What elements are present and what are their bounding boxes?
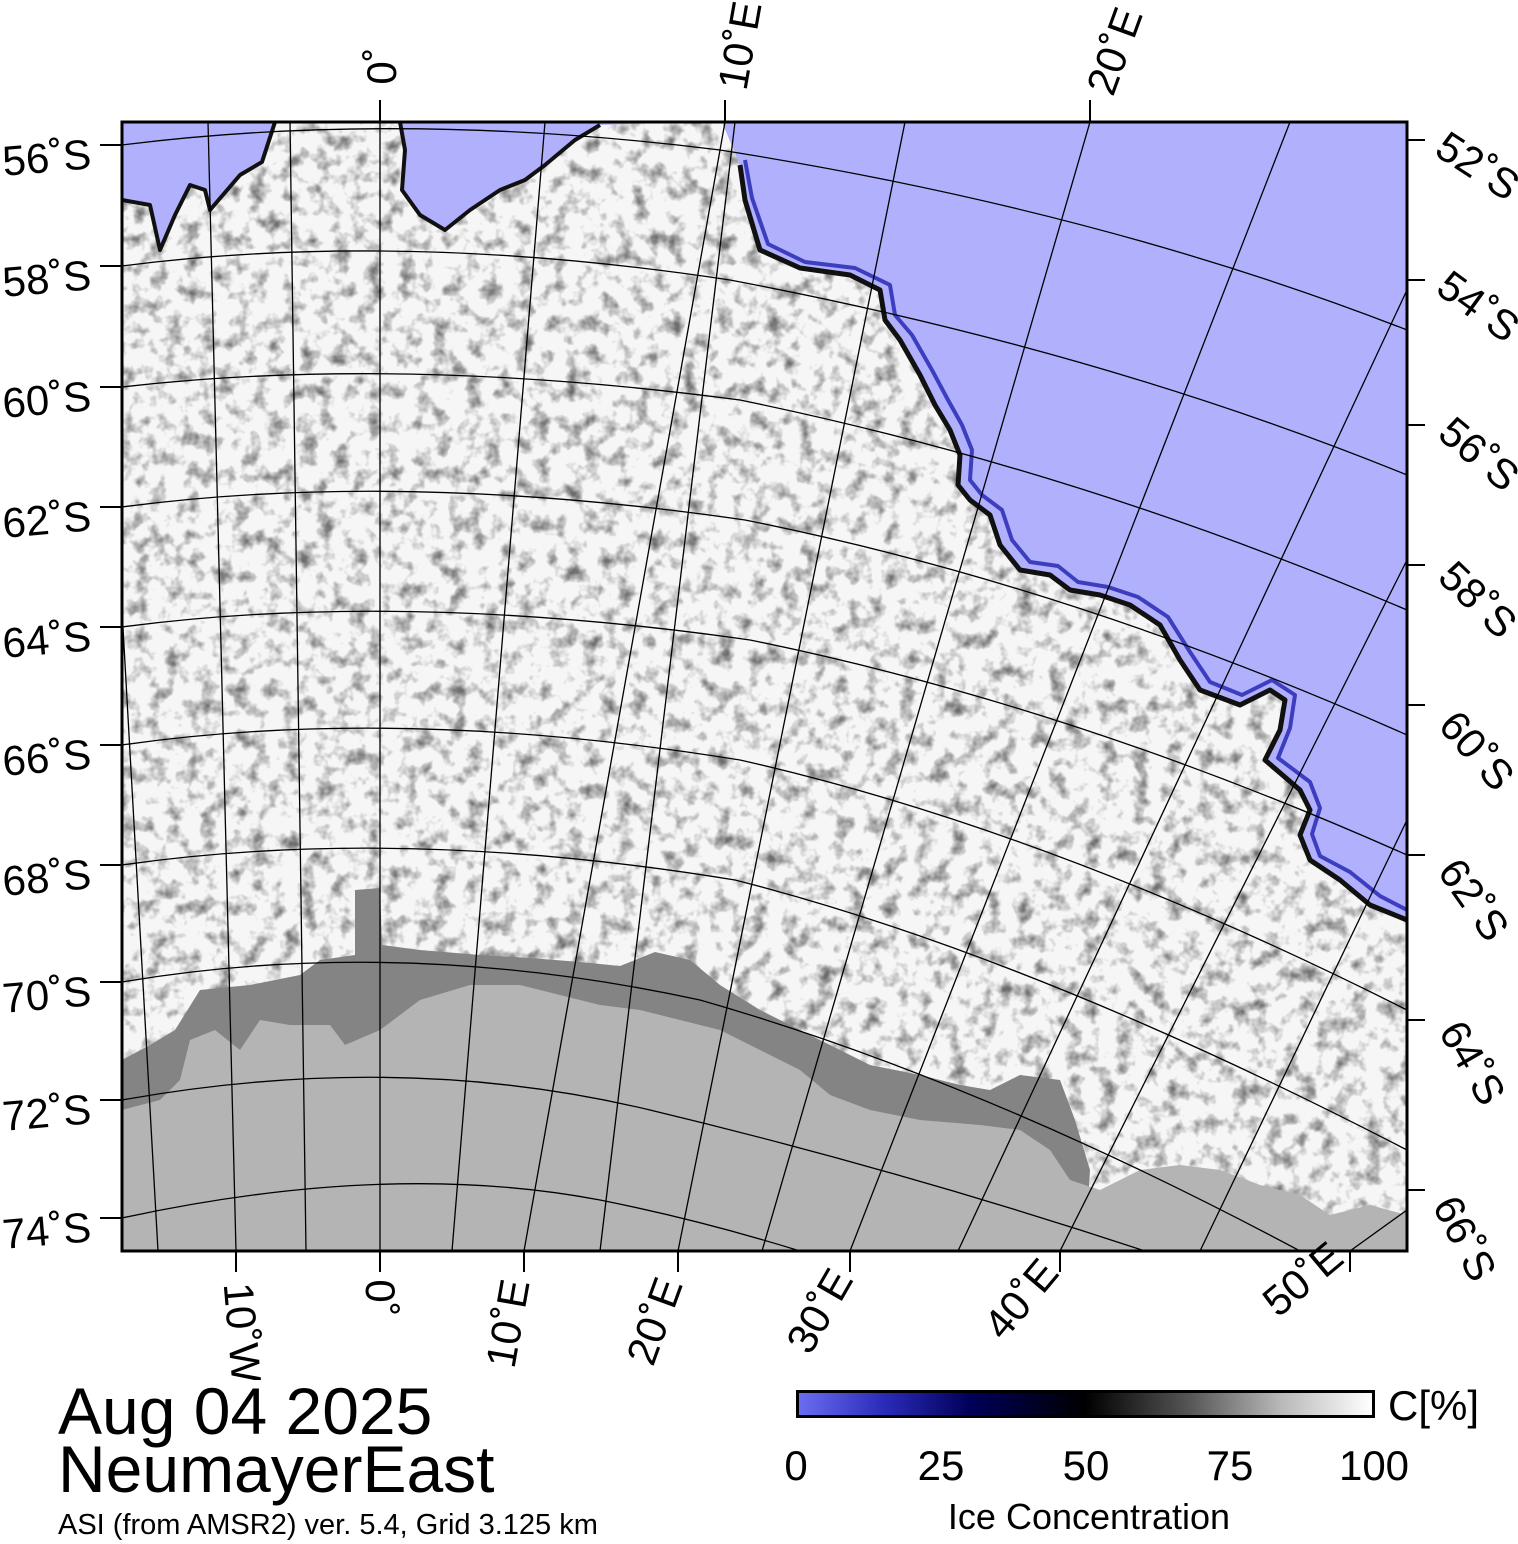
lat-label-left: 60˚S: [0, 372, 92, 427]
lat-label-right: 66˚S: [1424, 1188, 1506, 1288]
lat-label-right: 52˚S: [1428, 122, 1518, 210]
lat-label-left: 62˚S: [0, 492, 92, 547]
lon-labels-bottom: 10˚W 0˚ 10˚E 20˚E 30˚E 40˚E 50˚E: [215, 1232, 1352, 1380]
lon-label-bottom: 10˚E: [477, 1276, 539, 1372]
lat-label-left: 56˚S: [0, 130, 92, 185]
lat-label-right: 56˚S: [1430, 407, 1518, 500]
lat-label-left: 72˚S: [0, 1085, 92, 1140]
colorbar-tick: 0: [784, 1442, 808, 1489]
lat-label-left: 68˚S: [0, 850, 92, 905]
colorbar-title: Ice Concentration: [947, 1496, 1231, 1537]
colorbar-unit: C[%]: [1388, 1382, 1480, 1429]
lon-label-bottom: 10˚W: [215, 1281, 271, 1380]
lat-label-left: 64˚S: [0, 612, 92, 667]
lat-label-right: 58˚S: [1430, 552, 1518, 647]
lat-label-right: 62˚S: [1429, 850, 1518, 950]
lon-label-top: 20˚E: [1077, 1, 1152, 100]
map-region: NeumayerEast: [58, 1432, 495, 1506]
lon-label-bottom: 30˚E: [777, 1261, 862, 1361]
lon-label-bottom: 40˚E: [974, 1250, 1067, 1348]
ice-concentration-map: 56˚S 58˚S 60˚S 62˚S 64˚S 66˚S 68˚S 70˚S …: [0, 0, 1518, 1380]
colorbar-tick: 25: [917, 1442, 965, 1489]
map-source: ASI (from AMSR2) ver. 5.4, Grid 3.125 km: [58, 1509, 598, 1541]
colorbar-tick: 50: [1062, 1442, 1110, 1489]
lon-label-bottom: 0˚: [357, 1279, 404, 1316]
lon-label-top: 0˚: [358, 47, 405, 84]
lat-label-left: 74˚S: [0, 1203, 92, 1258]
colorbar-tick: 100: [1338, 1442, 1410, 1489]
lat-labels-left: 56˚S 58˚S 60˚S 62˚S 64˚S 66˚S 68˚S 70˚S …: [0, 130, 92, 1258]
lat-label-right: 54˚S: [1429, 261, 1518, 351]
ice-edge: [737, 164, 1407, 923]
ice-edge-north: [122, 122, 277, 252]
ice-edge-halo: [743, 159, 1407, 912]
colorbar-tick: 75: [1206, 1442, 1254, 1489]
colorbar: [796, 1390, 1375, 1418]
lat-label-left: 70˚S: [0, 967, 92, 1022]
lat-label-right: 60˚S: [1430, 702, 1518, 800]
ice-edge-north-2: [398, 122, 602, 232]
lat-label-left: 58˚S: [0, 251, 92, 306]
frame-ticks: [100, 100, 1425, 1272]
lon-label-top: 10˚E: [709, 0, 771, 93]
map-frame: [120, 120, 1409, 1253]
lon-label-bottom: 20˚E: [617, 1271, 692, 1370]
lat-label-right: 64˚S: [1430, 1013, 1515, 1113]
map-date: Aug 04 2025: [58, 1374, 433, 1448]
lat-label-left: 66˚S: [0, 730, 92, 785]
lon-labels-top: 0˚ 10˚E 20˚E: [358, 0, 1152, 101]
lat-labels-right: 52˚S 54˚S 56˚S 58˚S 60˚S 62˚S 64˚S 66˚S: [1424, 122, 1518, 1289]
meridians: [122, 122, 1407, 1251]
parallels: [122, 128, 1407, 1251]
